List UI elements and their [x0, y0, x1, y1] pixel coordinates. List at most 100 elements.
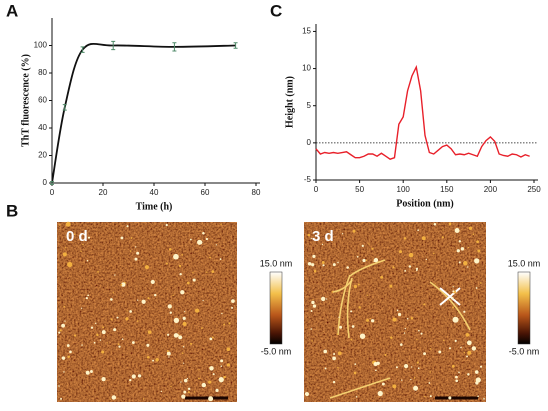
- speckle: [331, 290, 334, 293]
- speckle: [456, 249, 460, 253]
- speckle: [205, 237, 208, 241]
- speckle: [64, 247, 67, 249]
- speckle: [373, 257, 379, 263]
- speckle: [312, 254, 316, 258]
- speckle: [413, 377, 416, 379]
- speckle: [463, 351, 465, 354]
- speckle: [147, 297, 150, 300]
- speckle: [400, 343, 403, 346]
- speckle: [226, 363, 230, 367]
- speckle: [337, 261, 339, 264]
- speckle: [396, 309, 399, 312]
- speckle: [231, 299, 235, 303]
- image-label: 0 d: [66, 228, 88, 245]
- speckle: [112, 292, 114, 294]
- speckle: [410, 378, 412, 381]
- speckle: [421, 236, 426, 241]
- speckle: [186, 281, 190, 285]
- speckle: [333, 353, 336, 356]
- speckle: [135, 246, 137, 248]
- speckle: [413, 385, 419, 391]
- speckle: [178, 264, 182, 268]
- speckle: [475, 377, 481, 383]
- speckle: [451, 364, 455, 368]
- speckle: [166, 351, 171, 356]
- speckle: [126, 225, 129, 228]
- speckle: [474, 258, 480, 264]
- speckle: [215, 388, 219, 392]
- speckle: [452, 290, 455, 293]
- speckle: [198, 240, 203, 245]
- speckle: [323, 349, 328, 354]
- x-tick-label: 0: [50, 188, 55, 197]
- speckle: [352, 229, 356, 233]
- speckle: [144, 265, 149, 270]
- speckle: [202, 231, 205, 235]
- speckle: [143, 263, 145, 265]
- speckle: [451, 296, 454, 300]
- speckle: [146, 355, 150, 359]
- speckle: [65, 221, 71, 227]
- speckle: [81, 344, 83, 346]
- speckle: [377, 390, 383, 397]
- speckle: [465, 333, 470, 337]
- speckle: [95, 322, 97, 325]
- speckle: [121, 338, 124, 340]
- speckle: [120, 283, 123, 286]
- speckle: [219, 258, 222, 260]
- speckle: [136, 251, 140, 255]
- speckle: [357, 283, 360, 286]
- x-tick-label: 250: [527, 185, 541, 194]
- speckle: [362, 258, 366, 263]
- speckle: [424, 395, 426, 398]
- afm-image: 0 d: [57, 221, 237, 402]
- speckle: [64, 320, 66, 322]
- speckle: [150, 279, 155, 285]
- speckle: [474, 370, 479, 374]
- speckle: [170, 385, 172, 387]
- speckle: [179, 273, 182, 276]
- speckle: [167, 304, 172, 309]
- speckle: [61, 323, 66, 328]
- speckle: [99, 339, 102, 341]
- speckle: [183, 390, 187, 394]
- speckle: [429, 348, 432, 350]
- speckle: [110, 318, 113, 321]
- speckle: [190, 342, 193, 345]
- speckle: [371, 247, 374, 250]
- speckle: [198, 377, 200, 380]
- speckle: [228, 322, 231, 325]
- speckle: [366, 294, 369, 296]
- speckle: [109, 398, 111, 400]
- speckle: [466, 340, 472, 346]
- speckle: [332, 263, 336, 267]
- speckle: [155, 357, 159, 362]
- speckle: [404, 269, 407, 272]
- speckle: [310, 328, 312, 330]
- speckle: [467, 373, 470, 376]
- speckle: [365, 259, 368, 262]
- speckle: [418, 329, 420, 332]
- speckle: [208, 380, 212, 384]
- speckle: [324, 367, 327, 370]
- speckle: [87, 236, 91, 239]
- speckle: [471, 346, 477, 351]
- speckle: [181, 254, 183, 256]
- speckle: [198, 369, 200, 371]
- speckle: [311, 300, 315, 305]
- y-tick-label: 60: [38, 96, 47, 105]
- speckle: [475, 287, 478, 289]
- y-tick-label: 40: [38, 123, 47, 132]
- error-bar: [50, 181, 54, 185]
- speckle: [192, 278, 196, 282]
- speckle: [467, 350, 472, 355]
- x-tick-label: 40: [150, 188, 159, 197]
- speckle: [221, 312, 223, 315]
- speckle: [208, 396, 214, 402]
- error-bar: [80, 46, 85, 53]
- speckle: [458, 240, 461, 243]
- speckle: [178, 335, 183, 340]
- error-bar: [62, 104, 67, 111]
- speckle: [111, 395, 117, 400]
- speckle: [116, 316, 119, 319]
